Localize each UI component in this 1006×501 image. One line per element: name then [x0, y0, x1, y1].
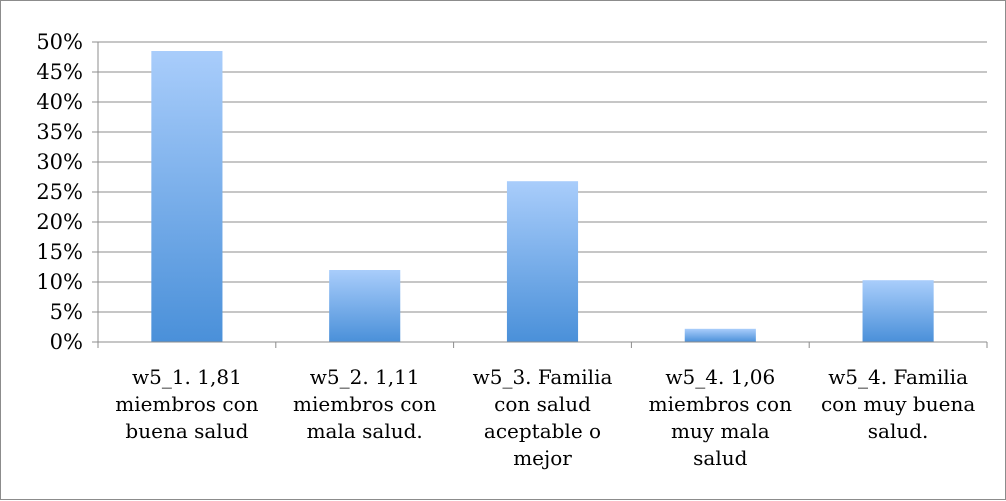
- y-tick-label: 20%: [36, 210, 83, 234]
- x-category-label-line: salud.: [868, 419, 929, 443]
- x-category-label-line: w5_1. 1,81: [132, 365, 242, 389]
- x-category-label-line: salud: [693, 446, 747, 470]
- x-axis-labels: w5_1. 1,81 miembros con buena salud w5_2. 1…: [97, 342, 988, 470]
- x-category-label-line: mala salud.: [307, 419, 423, 443]
- x-category-label-line: w5_2. 1,11: [310, 365, 420, 389]
- x-category-label: w5_4. 1,06 miembros con muy mala salud: [649, 365, 792, 470]
- y-tick-label: 5%: [50, 300, 83, 324]
- bar: [506, 181, 579, 342]
- y-tick-label: 40%: [36, 90, 83, 114]
- x-category-label-line: mejor: [513, 446, 572, 470]
- x-category-label-line: w5_4. 1,06: [665, 365, 775, 389]
- x-category-label: w5_2. 1,11 miembros con mala salud.: [293, 365, 436, 443]
- x-category-label-line: aceptable o: [484, 419, 601, 443]
- bar: [684, 328, 756, 342]
- x-category-label: w5_3. Familia con salud aceptable o mejor: [473, 365, 613, 470]
- y-tick-label: 10%: [36, 270, 83, 294]
- x-category-label-line: miembros con: [293, 392, 436, 416]
- axes: [97, 42, 987, 343]
- bar: [862, 280, 934, 342]
- x-category-label-line: miembros con: [115, 392, 258, 416]
- bar: [151, 51, 223, 342]
- x-category-label-line: w5_3. Familia: [473, 365, 613, 389]
- x-category-label-line: w5_4. Familia: [828, 365, 968, 389]
- y-tick-label: 35%: [36, 120, 83, 144]
- x-category-label-line: buena salud: [125, 419, 248, 443]
- x-category-label-line: muy mala: [671, 419, 770, 443]
- y-tick-label: 15%: [36, 240, 83, 264]
- y-axis-ticks: 0% 5% 10% 15% 20% 25% 30% 35% 40% 45% 50%: [36, 30, 98, 354]
- x-category-label-line: con salud: [494, 392, 591, 416]
- x-category-label: w5_4. Familia con muy buena salud.: [821, 365, 975, 443]
- y-tick-label: 45%: [36, 60, 83, 84]
- x-category-label: w5_1. 1,81 miembros con buena salud: [115, 365, 258, 443]
- y-tick-label: 50%: [36, 30, 83, 54]
- bars: [151, 51, 934, 342]
- bar: [329, 270, 401, 342]
- y-tick-label: 30%: [36, 150, 83, 174]
- y-tick-label: 0%: [50, 330, 83, 354]
- x-category-label-line: con muy buena: [821, 392, 975, 416]
- y-tick-label: 25%: [36, 180, 83, 204]
- x-category-label-line: miembros con: [649, 392, 792, 416]
